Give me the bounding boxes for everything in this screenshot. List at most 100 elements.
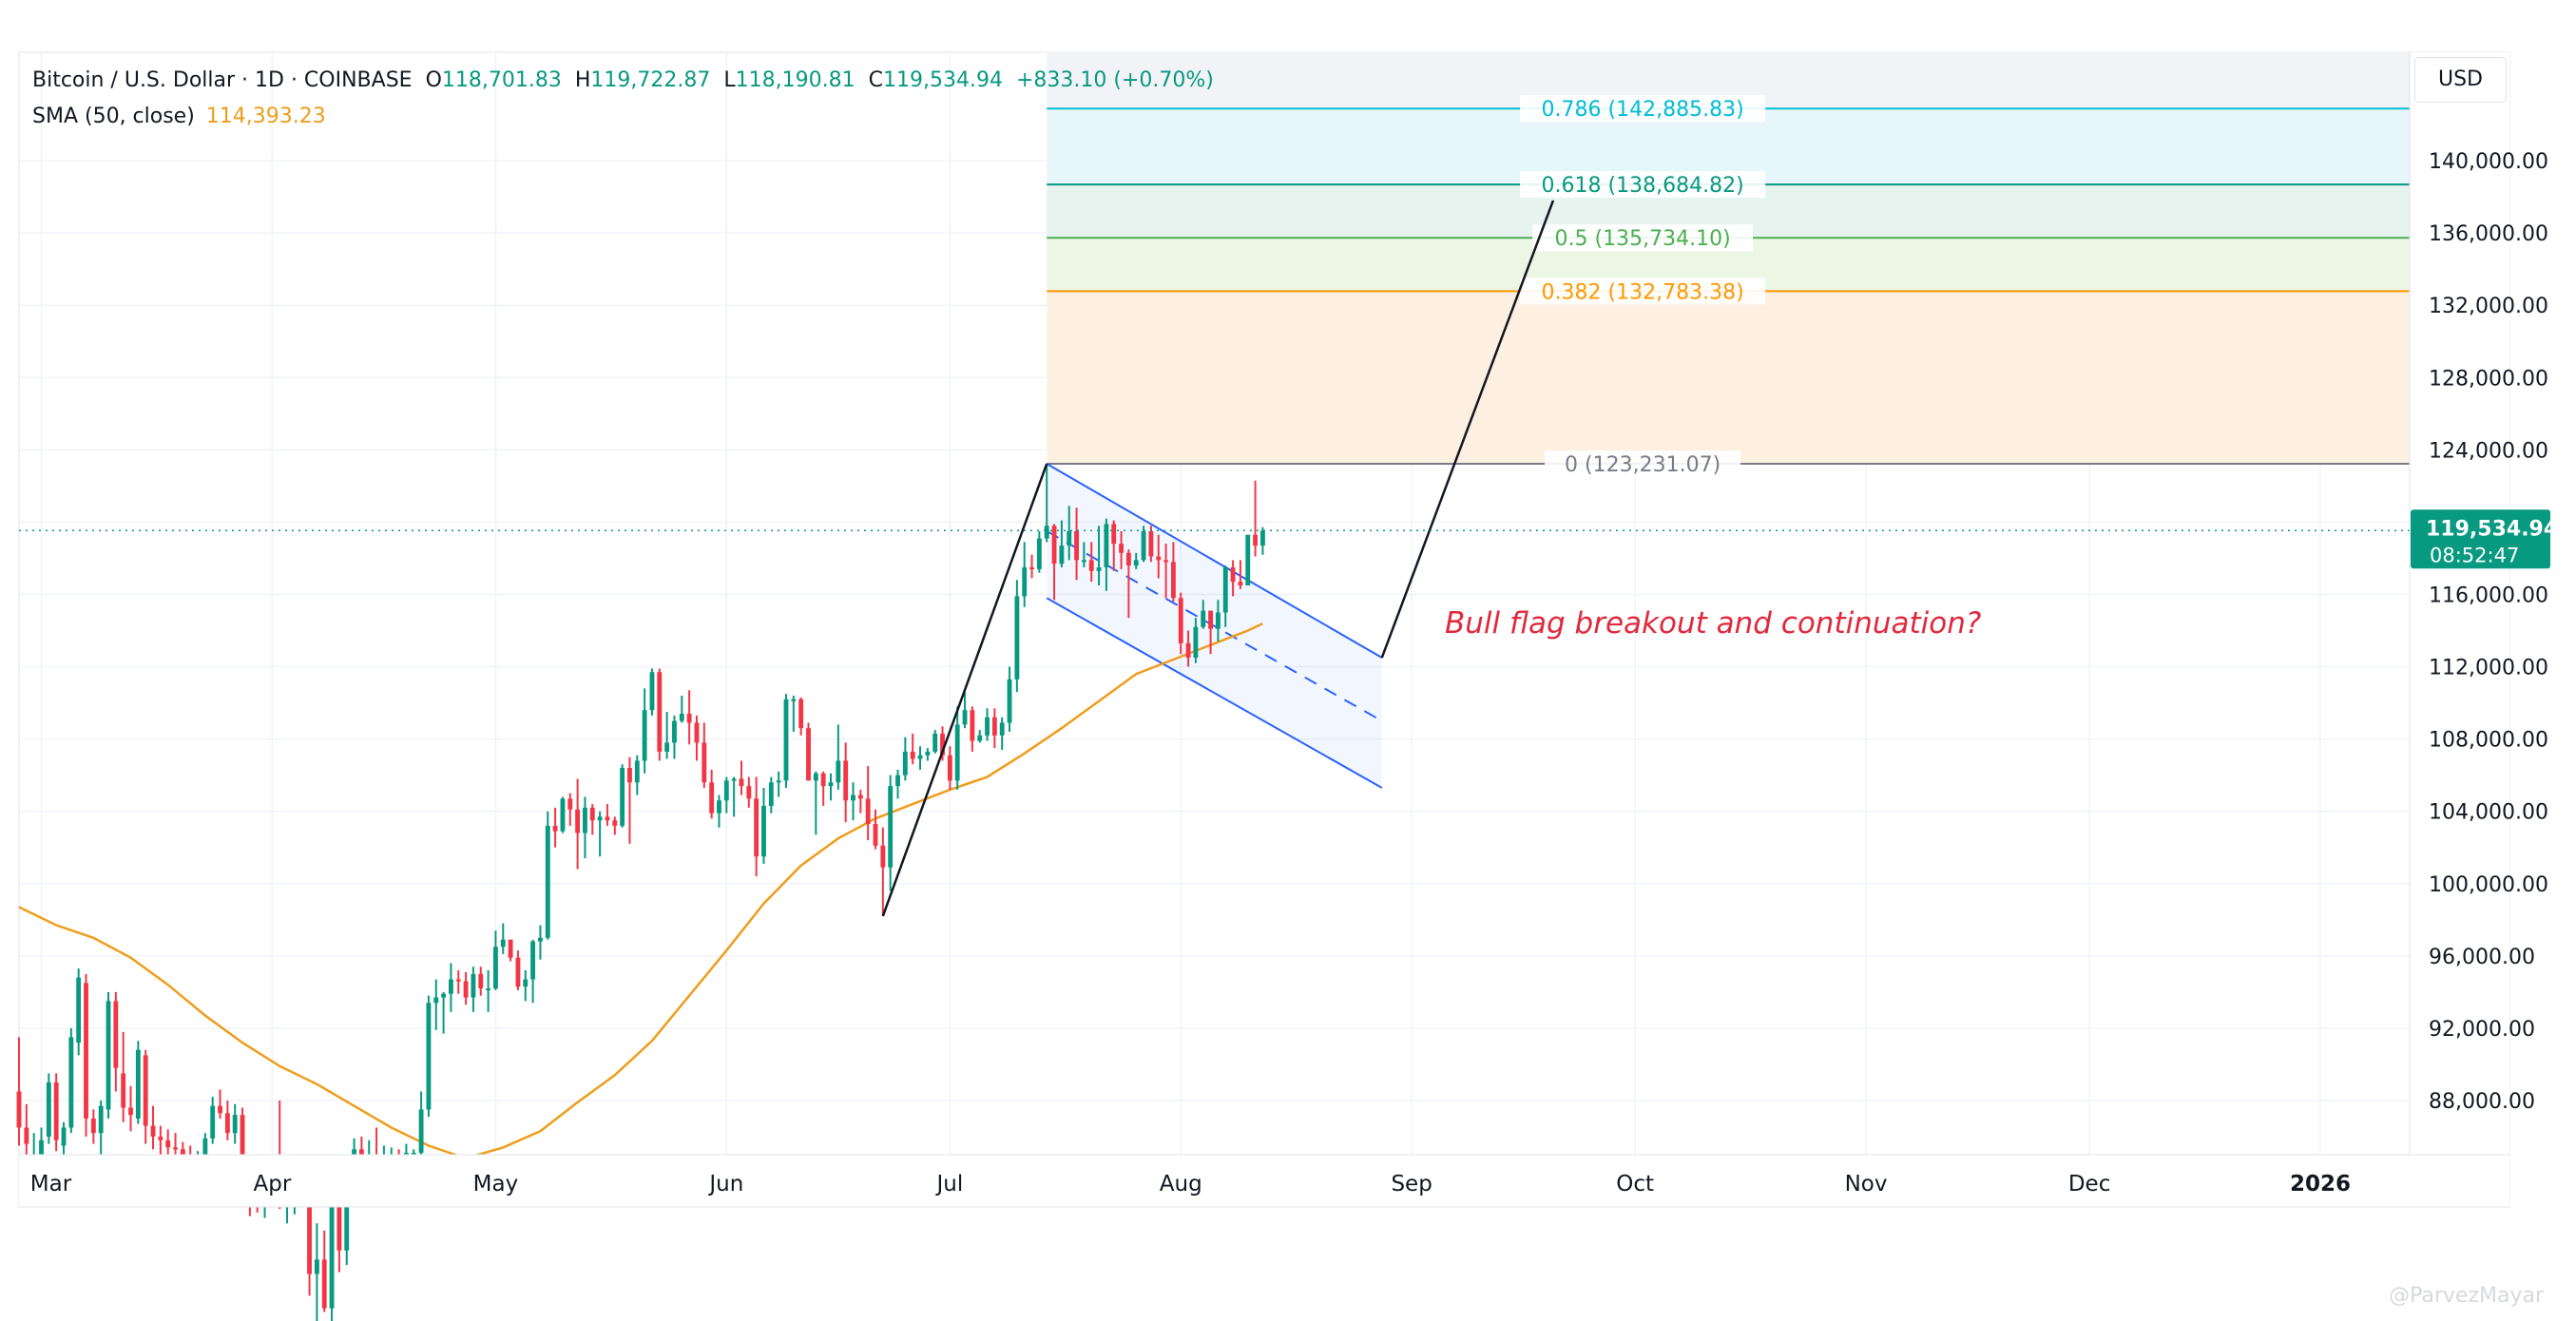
candle-body: [121, 1073, 126, 1108]
candle-body: [962, 710, 968, 725]
y-tick-label: 96,000.00: [2429, 946, 2535, 969]
candle-body: [1029, 566, 1034, 569]
candle-body: [1156, 556, 1162, 561]
last-price-value: 119,534.94: [2426, 517, 2558, 541]
fib-label-bg: [1520, 95, 1766, 123]
candle-body: [694, 722, 700, 743]
candle-body: [768, 782, 774, 806]
candle-body: [597, 816, 603, 821]
candle-body: [508, 939, 513, 958]
fib-label-0: 0 (123,231.07): [1565, 453, 1721, 477]
candle-body: [1245, 534, 1251, 585]
candle-body: [523, 979, 529, 987]
currency-button[interactable]: USD: [2414, 57, 2507, 103]
candle-body: [1238, 582, 1243, 585]
candle-body: [947, 755, 952, 781]
candle-body: [575, 809, 581, 833]
candle-body: [1074, 530, 1079, 561]
candle-body: [471, 973, 476, 998]
candle-body: [620, 768, 625, 826]
candle-body: [46, 1082, 51, 1137]
candle-body: [224, 1113, 230, 1134]
x-tick-label: Apr: [253, 1172, 291, 1197]
candle-body: [836, 760, 841, 783]
candle-body: [1141, 530, 1146, 561]
candle-body: [649, 672, 655, 711]
fib-label-bg: [1532, 224, 1754, 252]
candle-body: [977, 735, 983, 741]
candle-body: [218, 1105, 222, 1114]
chart-axes: 88,000.00 92,000.00 96,000.00 100,000.00 104…: [19, 52, 2558, 1208]
x-tick-label: Jun: [707, 1172, 743, 1197]
projection-line: [1380, 200, 1555, 659]
high-value: 119,722.87: [590, 68, 711, 92]
candle-body: [165, 1139, 171, 1148]
candle-body: [717, 800, 721, 814]
candle-body: [90, 1118, 96, 1134]
annotation-text: Bull flag breakout and continuation?: [1445, 606, 1982, 641]
y-tick-label: 88,000.00: [2429, 1090, 2535, 1114]
candle-body: [985, 717, 990, 736]
time-scale-bg: [19, 1155, 2509, 1207]
y-tick-label: 112,000.00: [2429, 657, 2548, 680]
candle-body: [552, 825, 558, 832]
candle-body: [1014, 596, 1020, 680]
symbol-label[interactable]: Bitcoin / U.S. Dollar · 1D · COINBASE: [32, 68, 413, 92]
candle-body: [739, 778, 744, 787]
trend-drawings: [19, 200, 2410, 917]
close-label: C: [868, 68, 883, 92]
candle-body: [329, 1196, 335, 1309]
candle-body: [820, 773, 826, 787]
candle-body: [851, 795, 855, 801]
candle-body: [843, 760, 849, 801]
candle-body: [307, 1181, 312, 1274]
candle-body: [857, 795, 863, 799]
candle-body: [1007, 679, 1012, 723]
candle-body: [888, 786, 894, 868]
candle-body: [1125, 552, 1131, 566]
candle-body: [1036, 538, 1042, 569]
fib-label-0.786: 0.786 (142,885.83): [1542, 98, 1744, 122]
bar-countdown: 08:52:47: [2430, 544, 2519, 566]
candle-body: [158, 1136, 163, 1140]
candle-body: [1022, 566, 1028, 597]
candle-body: [1119, 544, 1124, 553]
candle-body: [128, 1107, 133, 1116]
y-tick-label: 92,000.00: [2429, 1018, 2535, 1042]
candle-body: [731, 778, 737, 781]
price-scale-bg: [2410, 52, 2509, 1155]
fib-label-0.618: 0.618 (138,684.82): [1542, 174, 1744, 198]
y-tick-label: 136,000.00: [2429, 222, 2548, 246]
candle-body: [441, 993, 447, 998]
candle-body: [702, 742, 707, 783]
x-tick-label: Sep: [1391, 1172, 1432, 1197]
candle-body: [560, 798, 566, 832]
candle-body: [583, 807, 587, 833]
candle-body: [321, 1259, 327, 1309]
candle-body: [150, 1125, 156, 1137]
x-tick-label: 2026: [2290, 1172, 2351, 1197]
candle-body: [999, 722, 1005, 736]
candle-body: [455, 979, 461, 982]
candle-body: [910, 751, 915, 759]
candle-body: [664, 742, 670, 752]
candle-body: [776, 780, 781, 783]
y-tick-label: 128,000.00: [2429, 367, 2548, 391]
candle-body: [1193, 626, 1199, 659]
candle-body: [1259, 530, 1265, 546]
x-tick-label: Dec: [2068, 1172, 2111, 1197]
candle-body: [1111, 524, 1117, 545]
candle-body: [612, 820, 618, 826]
candle-body: [202, 1138, 208, 1162]
channel-lower-line: [1046, 597, 1383, 789]
fib-label-0.382: 0.382 (132,783.38): [1542, 280, 1744, 304]
candle-body: [486, 988, 491, 991]
candle-body: [657, 672, 663, 752]
sma-row[interactable]: SMA (50, close) 114,393.23: [32, 99, 1227, 135]
candle-body: [530, 941, 536, 980]
candle-body: [895, 775, 900, 787]
y-tick-label: 100,000.00: [2429, 873, 2548, 897]
x-tick-label: Nov: [1845, 1172, 1888, 1197]
candle-body: [1163, 560, 1169, 563]
